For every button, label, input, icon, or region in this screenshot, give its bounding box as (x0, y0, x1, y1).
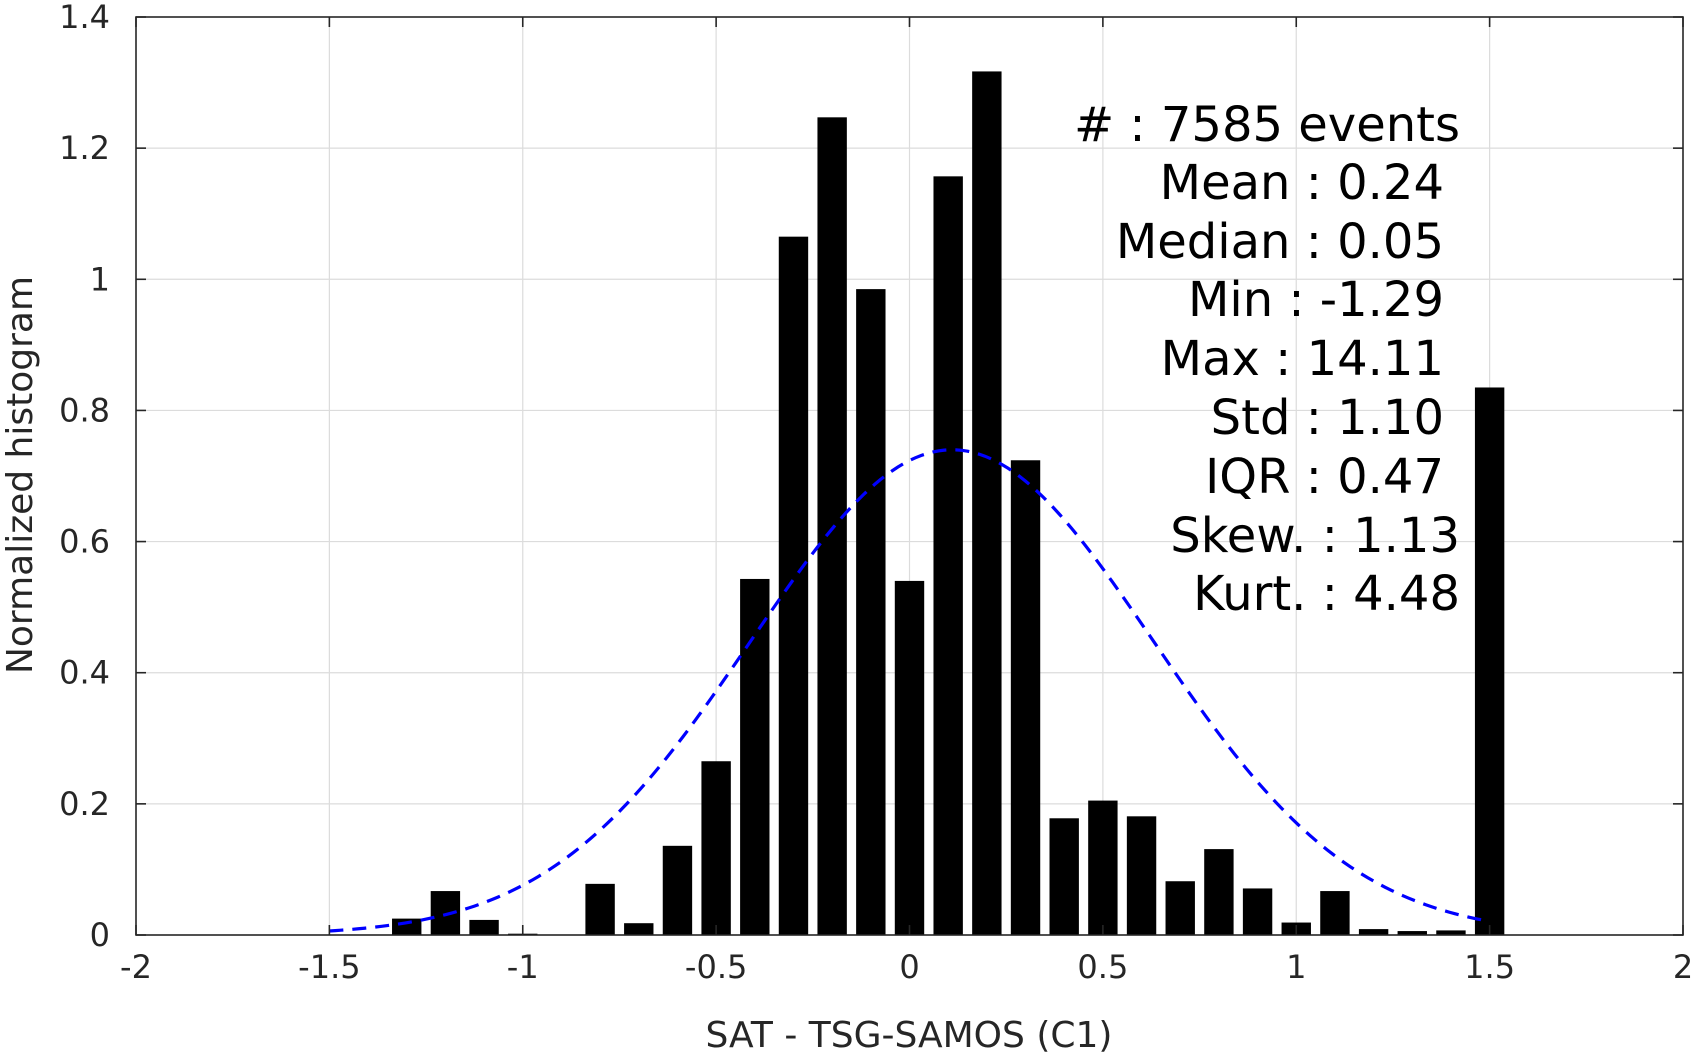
histogram-bar (740, 578, 770, 935)
x-tick-label: 0 (899, 948, 919, 986)
histogram-bar (469, 919, 499, 935)
x-tick-label: -1.5 (298, 948, 360, 986)
histogram-bar (1242, 888, 1273, 935)
x-tick-label: 2 (1673, 948, 1693, 986)
x-tick-label: 0.5 (1077, 948, 1128, 986)
histogram-bar (1397, 931, 1427, 935)
fit-curve (329, 448, 1490, 933)
histogram-bar (817, 117, 847, 936)
y-tick-label: 0.6 (59, 523, 110, 561)
stats-max: Max : 14.11 (1161, 331, 1444, 387)
stats-skew: Skew. : 1.13 (1170, 508, 1460, 564)
histogram-bar (1320, 891, 1350, 935)
histogram-bar (1165, 881, 1195, 935)
y-tick-label: 1 (90, 260, 110, 298)
stats-iqr: IQR : 0.47 (1205, 449, 1444, 505)
y-tick-label: 0.8 (59, 391, 110, 429)
histogram-bar (778, 236, 809, 935)
histogram-bar (972, 71, 1002, 935)
histogram-bars (392, 71, 1505, 936)
histogram-bar (662, 845, 693, 935)
x-tick-label: -2 (120, 948, 152, 986)
histogram-bar (585, 883, 615, 935)
y-tick-label: 0 (90, 916, 110, 954)
y-tick-label: 1.2 (59, 129, 110, 167)
tick-labels: -2 -1.5 -1 -0.5 0 0.5 1 1.5 2 0 0.2 0.4 0.6 0.8 1 1.2 1.… (59, 0, 1693, 986)
histogram-bar (1436, 930, 1466, 935)
stats-min: Min : -1.29 (1188, 272, 1444, 328)
histogram-bar (1358, 929, 1389, 935)
stats-std: Std : 1.10 (1211, 390, 1444, 446)
histogram-bar (1010, 460, 1041, 935)
x-tick-label: -0.5 (685, 948, 747, 986)
axes-frame (135, 16, 1684, 936)
stats-mean: Mean : 0.24 (1160, 155, 1444, 211)
histogram-bar (1126, 816, 1157, 935)
stats-median: Median : 0.05 (1116, 214, 1444, 270)
x-axis-label: SAT - TSG-SAMOS (C1) (706, 1015, 1113, 1053)
x-tick-label: 1 (1286, 948, 1306, 986)
y-tick-label: 1.4 (59, 0, 110, 36)
histogram-bar (1474, 387, 1505, 935)
x-tick-label: -1 (507, 948, 539, 986)
stats-annotation: # : 7585 events Mean : 0.24 Median : 0.0… (1074, 97, 1460, 622)
histogram-bar (1049, 818, 1079, 935)
y-tick-label: 0.4 (59, 654, 110, 692)
histogram-bar (1088, 800, 1118, 935)
histogram-bar (894, 580, 925, 935)
y-axis-label: Normalized histogram (0, 276, 41, 674)
histogram-bar (624, 923, 654, 935)
histogram-bar (701, 761, 731, 935)
histogram-bar (1204, 849, 1234, 935)
stats-kurt: Kurt. : 4.48 (1193, 566, 1460, 622)
fit-curve-layer (329, 448, 1490, 933)
stats-count: # : 7585 events (1074, 97, 1460, 153)
histogram-bar (392, 918, 422, 935)
x-tick-label: 1.5 (1464, 948, 1515, 986)
histogram-bar (933, 176, 963, 936)
y-tick-label: 0.2 (59, 785, 110, 823)
histogram-bar (856, 289, 886, 935)
